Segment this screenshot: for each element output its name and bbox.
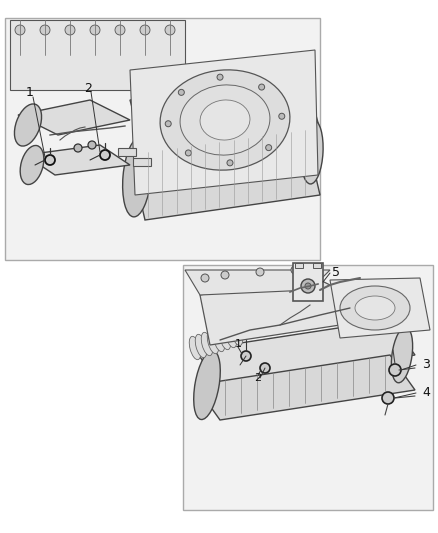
- Text: 1: 1: [234, 339, 241, 349]
- Ellipse shape: [382, 392, 394, 404]
- Ellipse shape: [392, 327, 413, 383]
- Polygon shape: [130, 50, 318, 195]
- Polygon shape: [130, 130, 320, 220]
- Ellipse shape: [227, 160, 233, 166]
- Ellipse shape: [291, 266, 299, 274]
- Polygon shape: [195, 355, 415, 420]
- Text: 3: 3: [422, 359, 430, 372]
- Bar: [183, 265, 433, 510]
- Ellipse shape: [88, 141, 96, 149]
- Ellipse shape: [201, 274, 209, 282]
- Polygon shape: [10, 20, 185, 90]
- Text: 2: 2: [84, 82, 92, 94]
- Text: 2: 2: [254, 373, 261, 383]
- Ellipse shape: [100, 150, 110, 160]
- Ellipse shape: [256, 268, 264, 276]
- Ellipse shape: [165, 121, 171, 127]
- Ellipse shape: [260, 363, 270, 373]
- Ellipse shape: [311, 268, 319, 276]
- Ellipse shape: [389, 364, 401, 376]
- Ellipse shape: [40, 25, 50, 35]
- Ellipse shape: [279, 113, 285, 119]
- Ellipse shape: [165, 25, 175, 35]
- Polygon shape: [185, 270, 330, 295]
- Ellipse shape: [180, 85, 270, 155]
- Ellipse shape: [20, 146, 44, 184]
- Polygon shape: [25, 145, 130, 175]
- Bar: [5, 18, 320, 260]
- Text: 1: 1: [26, 86, 34, 100]
- Ellipse shape: [45, 155, 55, 165]
- Ellipse shape: [213, 328, 225, 352]
- Ellipse shape: [74, 144, 82, 152]
- Bar: [313, 263, 321, 268]
- Ellipse shape: [140, 25, 150, 35]
- Ellipse shape: [340, 286, 410, 330]
- Ellipse shape: [301, 279, 315, 293]
- Polygon shape: [330, 278, 430, 338]
- Ellipse shape: [185, 150, 191, 156]
- Ellipse shape: [301, 120, 323, 184]
- Ellipse shape: [221, 271, 229, 279]
- Ellipse shape: [189, 336, 201, 360]
- Ellipse shape: [219, 326, 231, 350]
- Ellipse shape: [115, 25, 125, 35]
- Bar: [295, 263, 303, 268]
- Text: 4: 4: [422, 386, 430, 400]
- Ellipse shape: [217, 74, 223, 80]
- Ellipse shape: [258, 84, 265, 90]
- Ellipse shape: [15, 25, 25, 35]
- Ellipse shape: [201, 333, 213, 356]
- Bar: [293, 263, 323, 301]
- Ellipse shape: [355, 296, 395, 320]
- Ellipse shape: [14, 104, 42, 146]
- Ellipse shape: [123, 137, 152, 217]
- Ellipse shape: [195, 334, 207, 358]
- Text: 5: 5: [332, 266, 340, 279]
- Ellipse shape: [65, 25, 75, 35]
- Ellipse shape: [305, 283, 311, 289]
- Bar: [118, 148, 136, 156]
- Ellipse shape: [266, 144, 272, 151]
- Polygon shape: [130, 75, 320, 155]
- Ellipse shape: [160, 70, 290, 170]
- Polygon shape: [18, 100, 130, 135]
- Polygon shape: [200, 275, 350, 345]
- Ellipse shape: [225, 325, 237, 348]
- Ellipse shape: [231, 322, 243, 346]
- Bar: [133, 158, 151, 166]
- Ellipse shape: [194, 351, 220, 419]
- Ellipse shape: [178, 90, 184, 95]
- Ellipse shape: [90, 25, 100, 35]
- Ellipse shape: [241, 351, 251, 361]
- Ellipse shape: [200, 100, 250, 140]
- Ellipse shape: [207, 330, 219, 354]
- Polygon shape: [195, 320, 415, 385]
